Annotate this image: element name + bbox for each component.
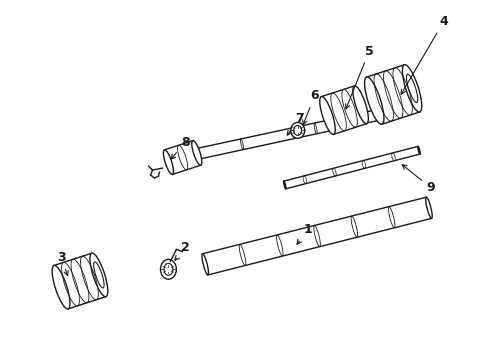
Polygon shape: [165, 141, 201, 174]
Text: 5: 5: [345, 45, 374, 109]
Ellipse shape: [202, 254, 208, 275]
Ellipse shape: [284, 181, 286, 189]
Text: 9: 9: [402, 165, 435, 194]
Text: 8: 8: [171, 136, 190, 159]
Polygon shape: [54, 253, 106, 309]
Ellipse shape: [192, 141, 202, 165]
Polygon shape: [284, 147, 420, 189]
Text: 3: 3: [57, 251, 68, 275]
Text: 4: 4: [401, 15, 448, 94]
Ellipse shape: [52, 265, 70, 309]
Ellipse shape: [320, 96, 335, 134]
Text: 2: 2: [175, 241, 190, 260]
Text: 1: 1: [297, 223, 312, 244]
Polygon shape: [321, 86, 367, 134]
Polygon shape: [167, 107, 391, 166]
Ellipse shape: [161, 260, 176, 279]
Ellipse shape: [90, 253, 108, 297]
Ellipse shape: [426, 197, 432, 219]
Ellipse shape: [167, 155, 170, 166]
Ellipse shape: [388, 107, 391, 118]
Ellipse shape: [291, 122, 305, 138]
Polygon shape: [202, 197, 432, 275]
Ellipse shape: [418, 147, 420, 154]
Polygon shape: [367, 65, 420, 124]
Ellipse shape: [353, 86, 368, 124]
Ellipse shape: [402, 65, 422, 112]
Ellipse shape: [365, 77, 384, 124]
Ellipse shape: [163, 150, 173, 175]
Text: 7: 7: [287, 112, 304, 135]
Text: 6: 6: [303, 89, 319, 125]
